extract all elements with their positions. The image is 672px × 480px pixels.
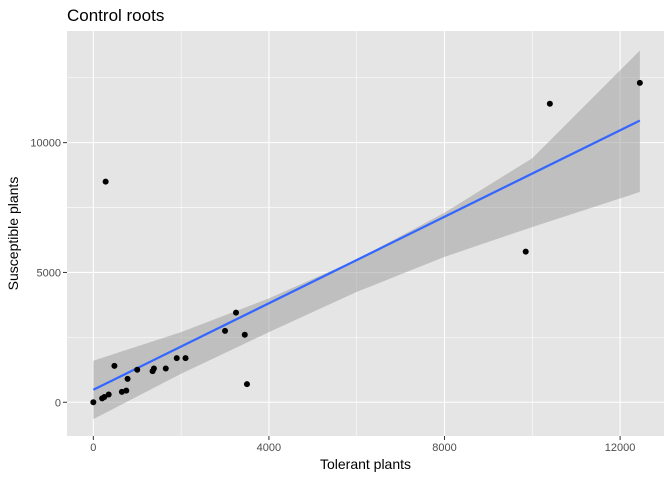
data-point	[101, 394, 108, 401]
fit-line	[92, 119, 641, 391]
data-point	[90, 399, 97, 406]
x-tick-label: 12000	[605, 442, 636, 454]
data-points	[90, 79, 643, 406]
data-point	[124, 375, 131, 382]
data-point	[102, 178, 109, 185]
x-tick-label: 4000	[257, 442, 281, 454]
data-point	[241, 331, 248, 338]
data-point	[636, 79, 643, 86]
confidence-band-area	[93, 50, 640, 420]
data-point	[243, 381, 250, 388]
data-point	[182, 355, 189, 362]
data-point	[173, 355, 180, 362]
regression-line	[92, 119, 641, 391]
data-point	[111, 362, 118, 369]
y-tick-label: 5000	[37, 267, 61, 279]
x-axis-title: Tolerant plants	[320, 456, 411, 472]
chart-title: Control roots	[67, 6, 164, 25]
x-axis: 0 4000 8000 12000	[90, 436, 635, 454]
data-point	[222, 327, 229, 334]
data-point	[105, 391, 112, 398]
grid-lines	[67, 31, 664, 436]
y-axis: 0 5000 10000	[30, 138, 67, 409]
y-tick-label: 10000	[30, 138, 61, 150]
x-tick-label: 0	[90, 442, 96, 454]
data-point	[546, 100, 553, 107]
data-point	[123, 387, 130, 394]
y-axis-title: Susceptible plants	[5, 177, 21, 291]
data-point	[522, 248, 529, 255]
x-tick-label: 8000	[432, 442, 456, 454]
data-point	[134, 366, 141, 373]
data-point	[233, 309, 240, 316]
data-point	[150, 365, 157, 372]
y-tick-label: 0	[55, 397, 61, 409]
confidence-band	[93, 50, 640, 420]
data-point	[162, 365, 169, 372]
